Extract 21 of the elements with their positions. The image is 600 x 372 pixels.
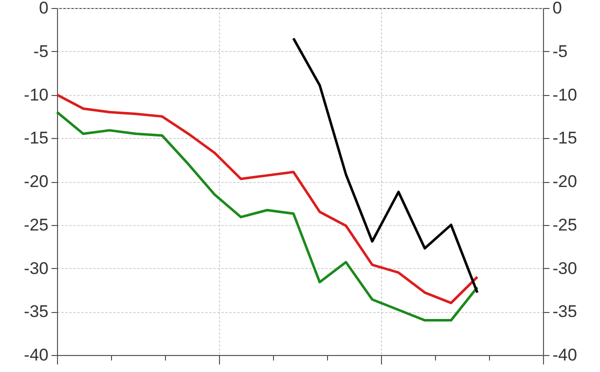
line-series bbox=[292, 37, 479, 294]
y2-tick-label: -40 bbox=[552, 346, 578, 364]
line-series bbox=[56, 110, 479, 322]
y2-tick-label: -30 bbox=[552, 258, 578, 278]
y-tick-label: -25 bbox=[24, 215, 48, 234]
y-tick-label: -5 bbox=[33, 42, 48, 61]
y2-tick-label: -35 bbox=[552, 302, 578, 322]
y-tick-label: 0 bbox=[39, 0, 48, 18]
y2-tick-label: -5 bbox=[552, 42, 568, 61]
y2-tick-label: -20 bbox=[552, 172, 578, 191]
y-tick-label: -30 bbox=[24, 258, 48, 278]
y2-tick-label: 0 bbox=[552, 0, 562, 18]
y-tick-label: -35 bbox=[24, 302, 48, 322]
y-tick-label: -20 bbox=[24, 172, 48, 191]
line-series bbox=[56, 94, 479, 304]
y2-tick-label: -10 bbox=[552, 85, 578, 104]
y-tick-label: -40 bbox=[24, 346, 48, 364]
y2-tick-label: -15 bbox=[552, 128, 578, 148]
y-tick-label: -15 bbox=[24, 128, 48, 148]
y2-tick-label: -25 bbox=[552, 215, 578, 234]
y-tick-label: -10 bbox=[24, 85, 48, 104]
